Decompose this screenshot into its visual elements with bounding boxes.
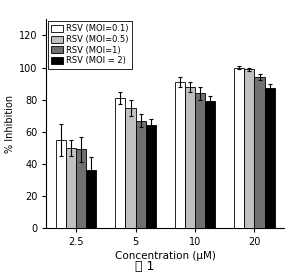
Y-axis label: % Inhibition: % Inhibition [5, 95, 15, 153]
Bar [244, 69, 254, 228]
Bar [255, 77, 264, 228]
Bar [115, 98, 126, 228]
Bar [195, 93, 205, 228]
Bar [175, 82, 185, 228]
X-axis label: Concentration (μM): Concentration (μM) [115, 251, 216, 261]
Bar [66, 148, 76, 228]
Bar [205, 101, 215, 228]
Bar [135, 120, 146, 228]
Bar [76, 149, 86, 228]
Bar [146, 125, 156, 228]
Legend: RSV (MOI=0.1), RSV (MOI=0.5), RSV (MOI=1), RSV (MOI = 2): RSV (MOI=0.1), RSV (MOI=0.5), RSV (MOI=1… [48, 21, 132, 69]
Bar [86, 170, 96, 228]
Text: 图 1: 图 1 [135, 260, 155, 273]
Bar [126, 108, 135, 228]
Bar [234, 68, 244, 228]
Bar [264, 88, 275, 228]
Bar [185, 87, 195, 228]
Bar [56, 140, 66, 228]
